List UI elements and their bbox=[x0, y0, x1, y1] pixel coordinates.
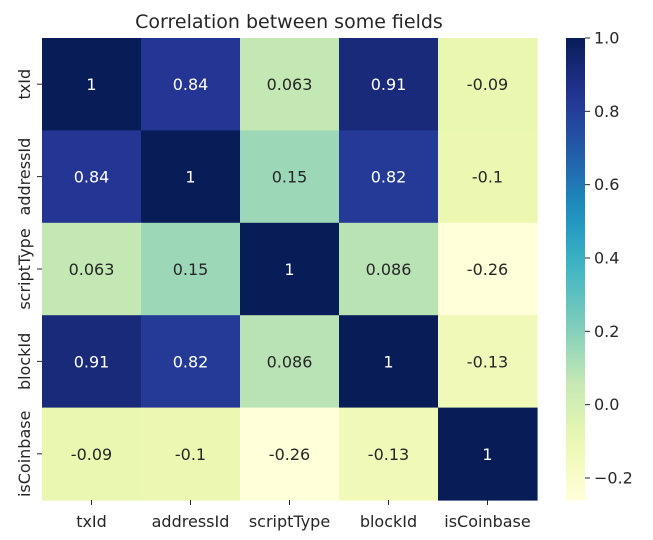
cell-value-label: 0.086 bbox=[267, 352, 313, 371]
cell-value-label: 0.063 bbox=[69, 260, 115, 279]
heatmap-cells: 1 0.84 0.063 0.91 -0.09 0.84 1 0.15 0.82 -0.1 0.06… bbox=[42, 38, 538, 501]
row-label-blockId: blockId bbox=[15, 333, 34, 390]
row-label-addressId: addressId bbox=[15, 138, 34, 216]
cell-value-label: 0.063 bbox=[267, 75, 313, 94]
column-label-txId: txId bbox=[76, 512, 107, 531]
colorbar-tick-label: 0.0 bbox=[594, 395, 619, 414]
chart-title: Correlation between some fields bbox=[135, 11, 443, 33]
colorbar-tick-label: −0.2 bbox=[594, 469, 633, 488]
cell-value-label: 0.91 bbox=[74, 352, 110, 371]
heatmap-cell-scriptType-blockId bbox=[339, 222, 439, 316]
column-label-addressId: addressId bbox=[152, 512, 230, 531]
cell-value-label: 0.82 bbox=[173, 352, 209, 371]
column-label-scriptType: scriptType bbox=[249, 512, 330, 531]
colorbar-tick-label: 1.0 bbox=[594, 29, 619, 48]
heatmap-cell-addressId-addressId bbox=[141, 130, 241, 224]
colorbar-tick-label: 0.6 bbox=[594, 175, 619, 194]
colorbar-tick-label: 0.8 bbox=[594, 102, 619, 121]
heatmap-cell-scriptType-txId bbox=[42, 222, 142, 316]
cell-value-label: -0.1 bbox=[175, 445, 206, 464]
heatmap-cell-blockId-blockId bbox=[339, 315, 439, 409]
row-label-isCoinbase: isCoinbase bbox=[15, 411, 34, 497]
cell-value-label: -0.13 bbox=[368, 445, 409, 464]
cell-value-label: 1 bbox=[383, 352, 393, 371]
colorbar-tick-label: 0.4 bbox=[594, 249, 619, 268]
heatmap-cell-scriptType-scriptType bbox=[240, 222, 340, 316]
heatmap-cell-addressId-scriptType bbox=[240, 130, 340, 224]
heatmap-cell-addressId-blockId bbox=[339, 130, 439, 224]
heatmap-cell-txId-isCoinbase bbox=[438, 38, 538, 131]
heatmap-cell-blockId-isCoinbase bbox=[438, 315, 538, 409]
row-labels: txId addressId scriptType blockId isCoinbase bbox=[15, 69, 42, 497]
cell-value-label: 1 bbox=[86, 75, 96, 94]
cell-value-label: 0.15 bbox=[272, 168, 308, 187]
row-label-txId: txId bbox=[15, 69, 34, 100]
heatmap-cell-addressId-txId bbox=[42, 130, 142, 224]
heatmap-cell-txId-addressId bbox=[141, 38, 241, 131]
heatmap-cell-scriptType-isCoinbase bbox=[438, 222, 538, 316]
cell-value-label: -0.09 bbox=[467, 75, 508, 94]
heatmap-cell-scriptType-addressId bbox=[141, 222, 241, 316]
cell-value-label: 1 bbox=[284, 260, 294, 279]
column-labels: txId addressId scriptType blockId isCoinbase bbox=[76, 500, 531, 531]
cell-value-label: 0.84 bbox=[173, 75, 209, 94]
cell-value-label: 0.82 bbox=[371, 168, 407, 187]
cell-value-label: 1 bbox=[185, 168, 195, 187]
cell-value-label: 0.086 bbox=[366, 260, 412, 279]
heatmap-cell-blockId-scriptType bbox=[240, 315, 340, 409]
colorbar: 1.0 0.8 0.6 0.4 0.2 0.0 −0.2 bbox=[566, 29, 633, 500]
row-label-scriptType: scriptType bbox=[15, 228, 34, 309]
cell-value-label: -0.26 bbox=[269, 445, 310, 464]
heatmap-cell-addressId-isCoinbase bbox=[438, 130, 538, 224]
heatmap-cell-isCoinbase-txId bbox=[42, 407, 142, 501]
colorbar-tick-label: 0.2 bbox=[594, 322, 619, 341]
cell-value-label: 0.84 bbox=[74, 168, 110, 187]
heatmap-cell-isCoinbase-blockId bbox=[339, 407, 439, 501]
heatmap-cell-txId-blockId bbox=[339, 38, 439, 131]
cell-value-label: 0.91 bbox=[371, 75, 407, 94]
cell-value-label: 0.15 bbox=[173, 260, 209, 279]
column-label-blockId: blockId bbox=[360, 512, 417, 531]
heatmap-cell-isCoinbase-addressId bbox=[141, 407, 241, 501]
heatmap-cell-txId-scriptType bbox=[240, 38, 340, 131]
cell-value-label: -0.13 bbox=[467, 352, 508, 371]
heatmap-cell-blockId-txId bbox=[42, 315, 142, 409]
cell-value-label: 1 bbox=[482, 445, 492, 464]
heatmap-cell-isCoinbase-scriptType bbox=[240, 407, 340, 501]
colorbar-gradient bbox=[566, 38, 585, 500]
heatmap-cell-txId-txId bbox=[42, 38, 142, 131]
heatmap-cell-isCoinbase-isCoinbase bbox=[438, 407, 538, 501]
cell-value-label: -0.09 bbox=[71, 445, 112, 464]
cell-value-label: -0.1 bbox=[472, 168, 503, 187]
cell-value-label: -0.26 bbox=[467, 260, 508, 279]
column-label-isCoinbase: isCoinbase bbox=[444, 512, 530, 531]
heatmap-cell-blockId-addressId bbox=[141, 315, 241, 409]
